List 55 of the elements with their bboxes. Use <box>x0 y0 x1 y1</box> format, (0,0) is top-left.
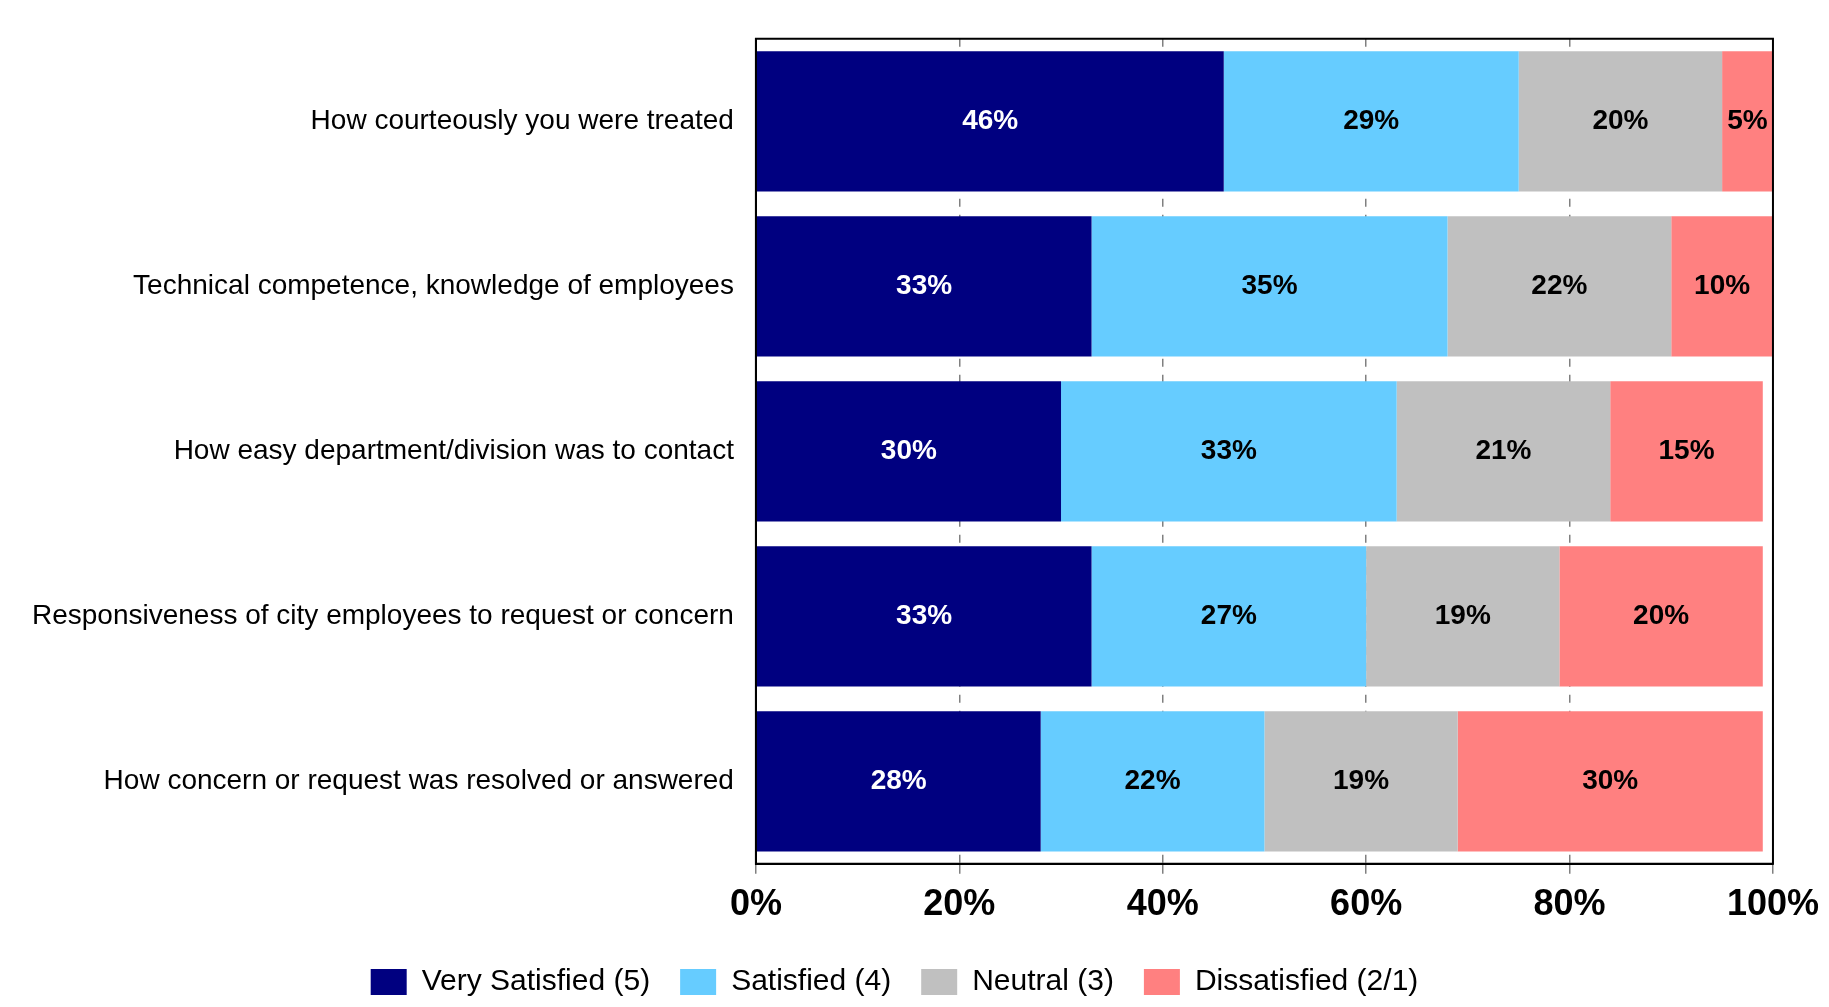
x-tick-label: 0% <box>729 882 782 924</box>
data-label: 46% <box>962 104 1019 136</box>
bar <box>1396 381 1611 522</box>
y-tick-label: Technical competence, knowledge of employees <box>133 269 734 301</box>
data-label: 15% <box>1658 434 1715 466</box>
x-tick-label: 100% <box>1726 882 1819 924</box>
legend-label: Dissatisfied (2/1) <box>1194 963 1419 997</box>
bar <box>1091 546 1367 687</box>
bar <box>1223 51 1519 192</box>
data-label: 33% <box>896 599 953 631</box>
data-label: 33% <box>896 269 953 301</box>
y-tick-label: How easy department/division was to contact <box>173 434 735 466</box>
bar <box>1091 216 1448 357</box>
bar <box>756 381 1062 522</box>
bar <box>1366 546 1560 687</box>
x-tick-label: 40% <box>1126 882 1199 924</box>
bar <box>1040 711 1265 852</box>
bar <box>756 216 1092 357</box>
x-tick-label: 60% <box>1330 882 1403 924</box>
data-label: 20% <box>1633 599 1690 631</box>
data-label: 33% <box>1200 434 1257 466</box>
data-label: 27% <box>1200 599 1257 631</box>
legend-label: Neutral (3) <box>972 963 1114 997</box>
data-label: 35% <box>1241 269 1298 301</box>
x-tick-label: 80% <box>1533 882 1606 924</box>
bar <box>1264 711 1458 852</box>
data-label: 29% <box>1343 104 1400 136</box>
bar <box>1457 711 1763 852</box>
data-label: 19% <box>1333 764 1390 796</box>
bar <box>1559 546 1763 687</box>
y-tick-label: Responsiveness of city employees to request or concern <box>31 599 734 631</box>
data-label: 22% <box>1124 764 1181 796</box>
bar <box>756 546 1092 687</box>
data-label: 22% <box>1531 269 1588 301</box>
data-label: 21% <box>1475 434 1532 466</box>
data-label: 30% <box>880 434 937 466</box>
bar <box>1518 51 1723 192</box>
bar <box>1447 216 1672 357</box>
data-label: 5% <box>1727 104 1768 136</box>
y-tick-label: How concern or request was resolved or answered <box>103 764 734 796</box>
bar <box>1722 51 1773 192</box>
legend-label: Very Satisfied (5) <box>421 963 651 997</box>
data-label: 28% <box>870 764 927 796</box>
x-tick-label: 20% <box>923 882 996 924</box>
data-label: 19% <box>1434 599 1491 631</box>
y-tick-label: How courteously you were treated <box>310 104 734 136</box>
bar <box>1061 381 1397 522</box>
bar <box>756 711 1041 852</box>
bar <box>1610 381 1763 522</box>
bar <box>756 51 1224 192</box>
data-label: 20% <box>1592 104 1649 136</box>
data-label: 10% <box>1694 269 1751 301</box>
data-label: 30% <box>1582 764 1639 796</box>
bar <box>1671 216 1773 357</box>
legend-label: Satisfied (4) <box>731 963 892 997</box>
